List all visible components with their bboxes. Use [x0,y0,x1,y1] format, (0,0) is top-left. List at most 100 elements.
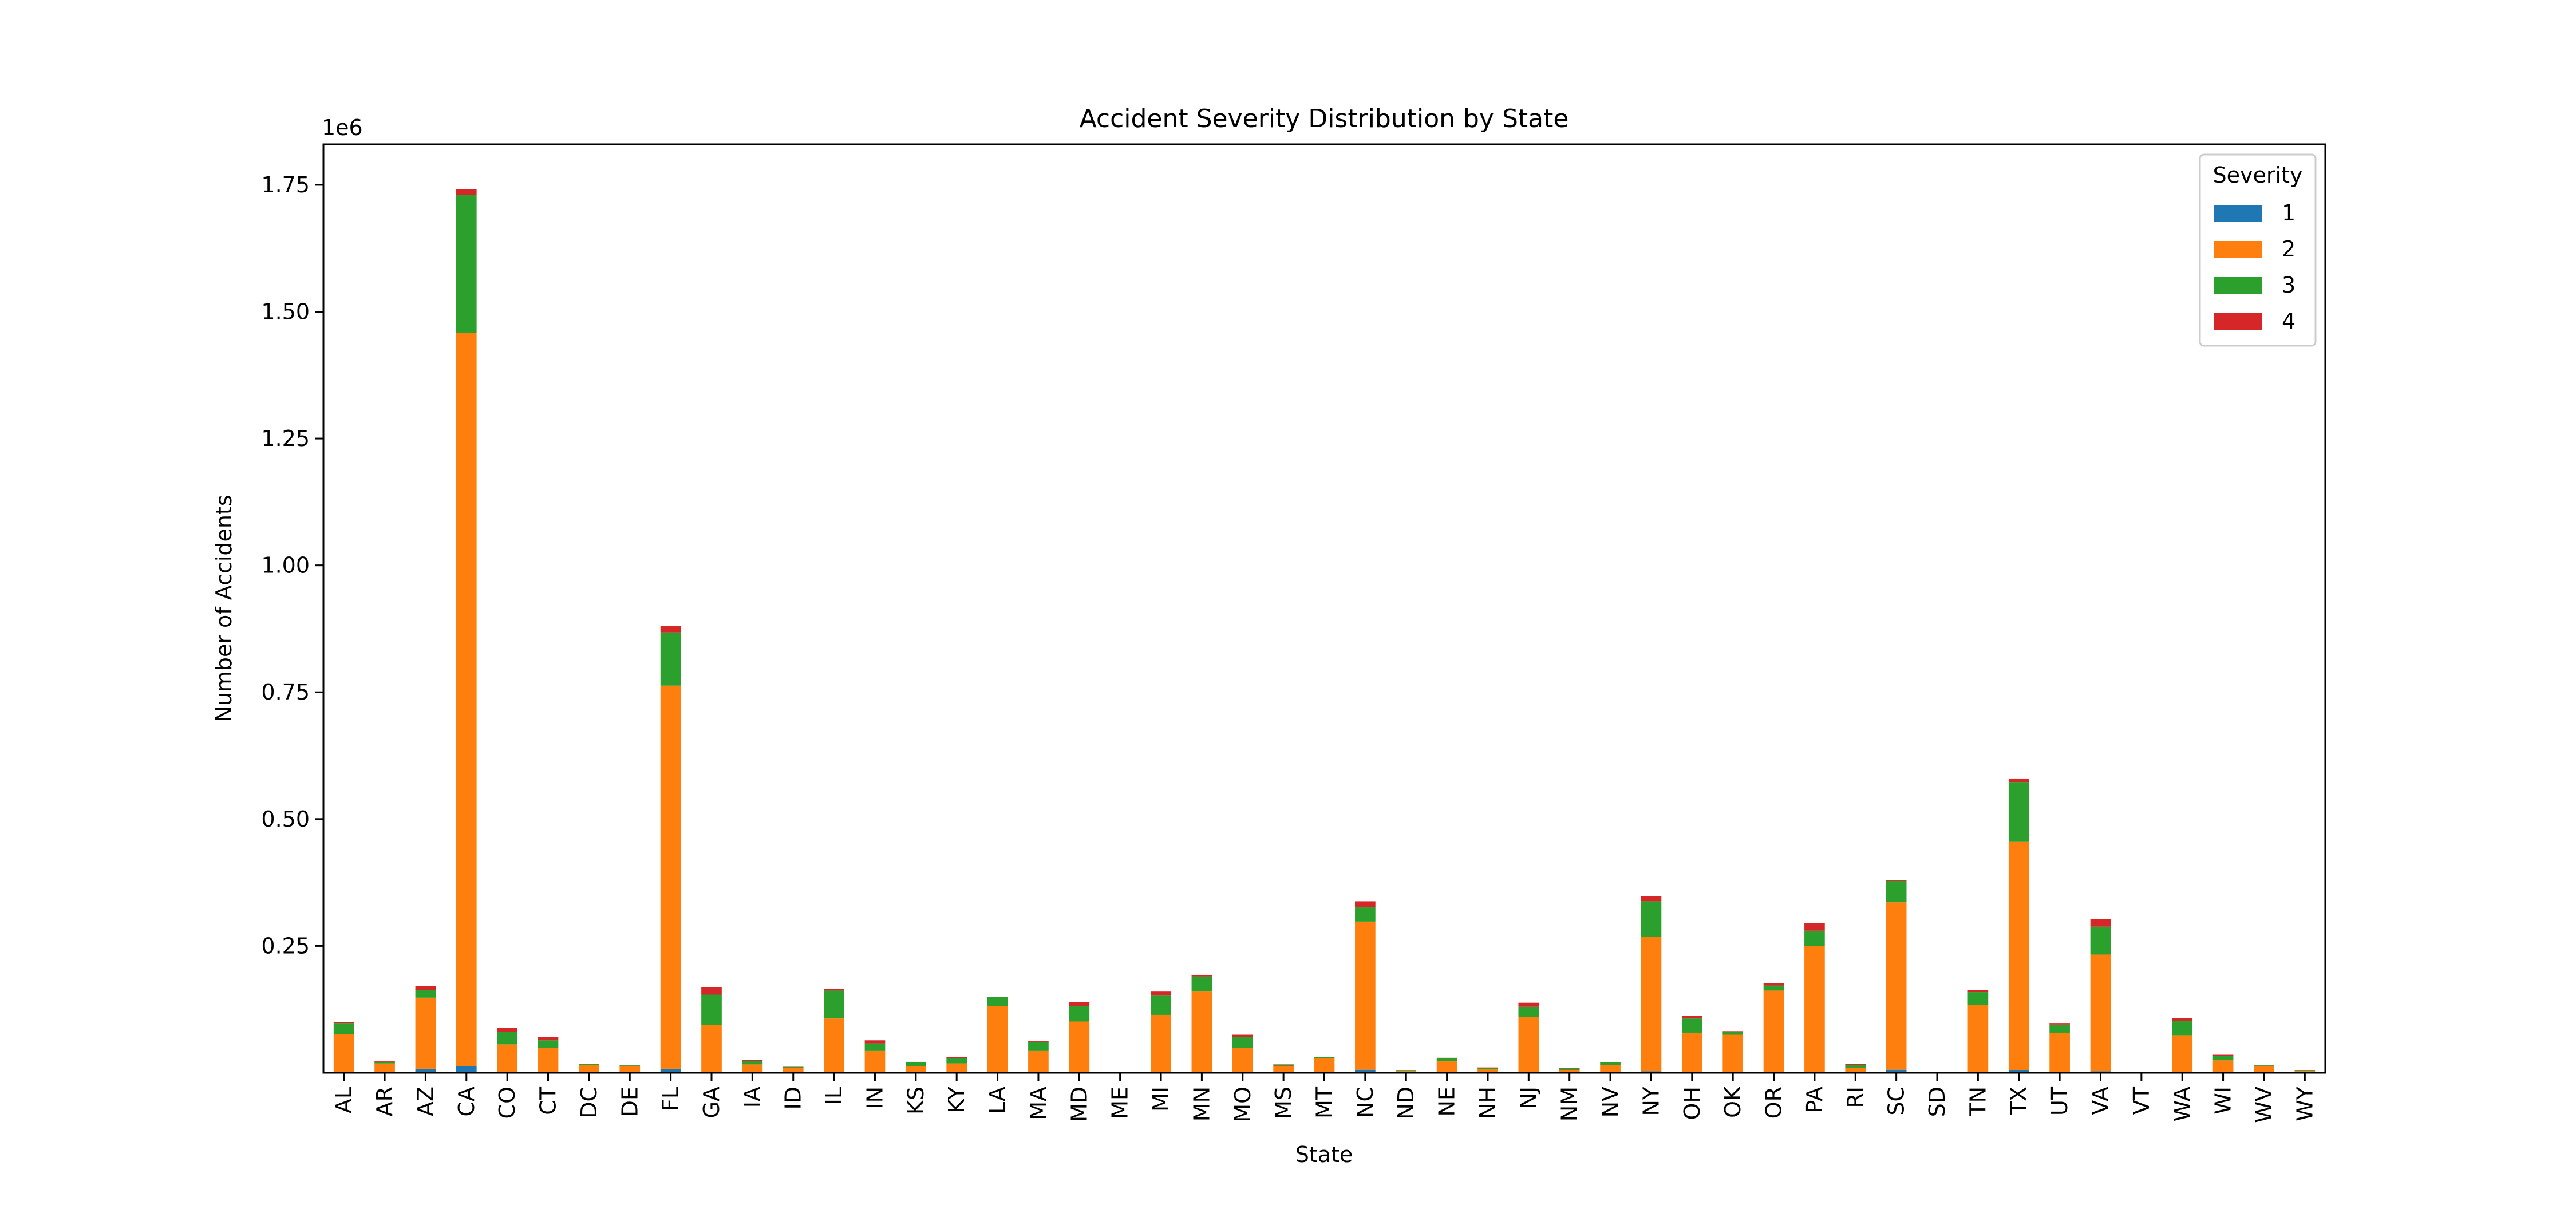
bar-WA-severity-2 [2172,1035,2192,1072]
bar-CO-severity-3 [497,1032,517,1044]
bar-VA-severity-2 [2091,954,2111,1071]
x-tick-label-RI: RI [1843,1087,1868,1108]
x-tick-label-OH: OH [1680,1087,1705,1120]
bar-DE-severity-2 [619,1066,640,1073]
bar-VA-severity-4 [2091,919,2111,926]
bar-MD-severity-3 [1069,1006,1089,1022]
legend-label-1: 1 [2282,200,2296,226]
x-tick-label-WV: WV [2251,1087,2277,1123]
bar-OR-severity-2 [1764,990,1784,1072]
x-tick-label-NH: NH [1475,1087,1500,1119]
bar-AZ-severity-2 [416,998,436,1069]
bar-TX-severity-3 [2009,782,2029,842]
bar-DE-severity-3 [619,1065,640,1066]
bar-MI-severity-2 [1151,1015,1171,1072]
bar-NE-severity-2 [1437,1061,1457,1073]
legend-label-3: 3 [2282,272,2296,298]
bar-AL-severity-3 [334,1023,354,1034]
bar-FL-severity-3 [661,633,681,686]
x-tick-label-OR: OR [1761,1087,1787,1119]
x-tick-label-NV: NV [1598,1087,1623,1117]
bar-MS-severity-4 [1273,1064,1294,1065]
bar-KS-severity-3 [906,1062,926,1066]
y-tick-label: 1.75 [261,172,310,197]
x-tick-label-TX: TX [2006,1087,2032,1115]
bar-IA-severity-3 [742,1061,763,1064]
bar-UT-severity-4 [2049,1023,2070,1025]
x-tick-label-SD: SD [1925,1087,1950,1117]
bar-MD-severity-2 [1069,1021,1089,1072]
bar-OH-severity-2 [1682,1033,1702,1072]
bar-MN-severity-4 [1192,975,1212,977]
bar-LA-severity-2 [987,1006,1008,1072]
bar-NC-severity-3 [1355,907,1376,922]
bar-CT-severity-4 [538,1037,559,1040]
bar-CT-severity-3 [538,1040,559,1048]
bar-TX-severity-2 [2009,842,2029,1070]
bar-LA-severity-3 [987,997,1008,1006]
bar-PA-severity-2 [1804,946,1825,1072]
bar-MT-severity-3 [1314,1057,1335,1058]
bar-FL-severity-4 [661,626,681,633]
bar-NV-severity-3 [1600,1062,1621,1065]
bar-WA-severity-3 [2172,1021,2192,1036]
x-tick-label-IN: IN [862,1087,887,1109]
x-tick-label-OK: OK [1720,1086,1745,1118]
bar-SC-severity-3 [1886,881,1907,902]
x-tick-label-MT: MT [1312,1086,1337,1119]
x-tick-label-CT: CT [536,1086,561,1115]
bar-AR-severity-3 [374,1062,395,1064]
bar-NM-severity-3 [1559,1068,1580,1070]
bar-NH-severity-3 [1477,1068,1498,1069]
bar-CT-severity-2 [538,1048,559,1073]
x-tick-label-PA: PA [1802,1087,1827,1113]
bar-TN-severity-4 [1968,990,1989,993]
bar-CO-severity-4 [497,1028,517,1032]
y-offset-text: 1e6 [322,115,363,140]
legend-title: Severity [2213,163,2303,188]
bar-ID-severity-3 [783,1067,804,1068]
bar-MO-severity-2 [1232,1048,1253,1073]
x-tick-label-MS: MS [1271,1087,1296,1119]
bar-IN-severity-3 [865,1044,886,1051]
legend-swatch-2 [2214,241,2262,258]
legend-swatch-3 [2214,277,2262,294]
bar-RI-severity-2 [1845,1068,1866,1073]
bar-NE-severity-3 [1437,1058,1457,1061]
bar-AR-severity-4 [374,1061,395,1062]
bar-MI-severity-4 [1151,991,1171,995]
bar-NJ-severity-2 [1518,1017,1539,1072]
bar-NY-severity-3 [1641,901,1662,937]
bar-MS-severity-2 [1273,1066,1294,1073]
bar-NY-severity-2 [1641,937,1662,1071]
y-tick-label: 0.50 [261,807,310,832]
legend-swatch-4 [2214,313,2262,330]
bar-VA-severity-3 [2091,927,2111,955]
bar-CO-severity-2 [497,1044,517,1072]
bar-NV-severity-2 [1600,1065,1621,1072]
bar-KY-severity-3 [946,1058,967,1064]
bar-GA-severity-2 [701,1025,722,1072]
bar-OK-severity-3 [1722,1032,1743,1034]
bar-KY-severity-4 [946,1057,967,1058]
bar-AR-severity-2 [374,1064,395,1073]
bar-WV-severity-2 [2254,1066,2274,1073]
x-tick-label-CO: CO [495,1087,520,1119]
bar-AL-severity-2 [334,1034,354,1072]
y-tick-label: 0.75 [261,679,310,705]
bar-MN-severity-3 [1192,977,1212,992]
bar-MN-severity-2 [1192,991,1212,1072]
bar-NY-severity-4 [1641,896,1662,902]
bar-MT-severity-2 [1314,1058,1335,1073]
bar-RI-severity-4 [1845,1064,1866,1065]
bar-AZ-severity-3 [416,990,436,998]
bar-WI-severity-4 [2213,1055,2234,1056]
bar-OH-severity-3 [1682,1018,1702,1033]
bar-OR-severity-4 [1764,983,1784,985]
bar-ID-severity-2 [783,1068,804,1073]
legend-swatch-1 [2214,205,2262,222]
y-tick-label: 0.25 [261,933,310,958]
bar-OK-severity-2 [1722,1035,1743,1073]
